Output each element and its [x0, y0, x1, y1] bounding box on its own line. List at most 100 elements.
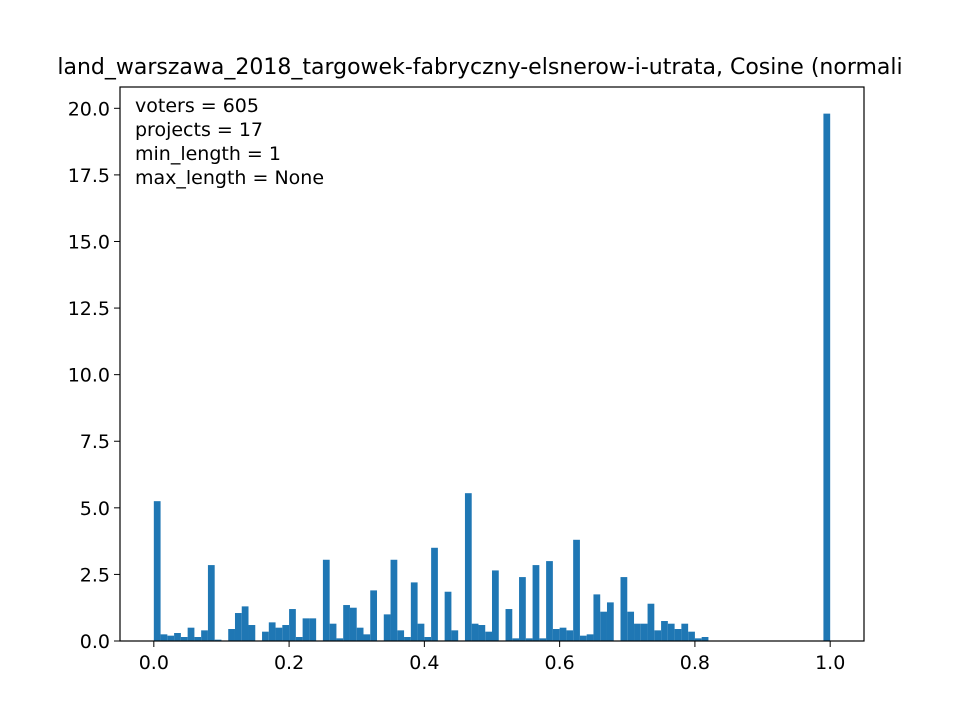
- histogram-bar: [492, 570, 499, 641]
- y-tick-label: 2.5: [80, 564, 110, 586]
- histogram-bar: [451, 630, 459, 641]
- histogram-bar: [620, 577, 628, 641]
- y-tick-label: 12.5: [68, 298, 110, 320]
- x-tick-label: 0.0: [139, 652, 169, 674]
- histogram-bar: [180, 637, 188, 641]
- histogram-bar: [417, 623, 425, 641]
- histogram-bar: [586, 634, 594, 641]
- histogram-bar: [546, 561, 553, 641]
- histogram-bar: [512, 638, 520, 641]
- histogram-bar: [390, 559, 398, 641]
- histogram-bar: [160, 634, 168, 641]
- histogram-bar: [228, 629, 235, 641]
- histogram-bar: [525, 638, 533, 641]
- histogram-bar: [559, 627, 567, 641]
- histogram-bar: [688, 631, 695, 641]
- histogram-bar: [627, 611, 635, 641]
- histogram-bar: [634, 623, 641, 641]
- histogram-bar: [464, 493, 472, 641]
- histogram-bar: [282, 625, 290, 641]
- histogram-bar: [681, 623, 689, 641]
- histogram-bar: [234, 613, 242, 641]
- histogram-bar: [397, 630, 405, 641]
- histogram-bar: [194, 637, 202, 641]
- histogram-bar: [505, 609, 513, 641]
- y-tick-label: 10.0: [68, 365, 110, 387]
- annotation-line: voters = 605: [135, 95, 259, 117]
- y-tick-label: 17.5: [68, 165, 110, 187]
- histogram-bar: [573, 539, 580, 641]
- x-axis: 0.0 0.2 0.4 0.6 0.8 1.0: [139, 641, 845, 674]
- bars-group: [153, 113, 831, 642]
- histogram-bar: [579, 635, 587, 641]
- histogram-bar: [478, 625, 486, 641]
- histogram-bar: [485, 631, 492, 641]
- histogram-bar: [370, 590, 378, 641]
- histogram-bar: [262, 631, 269, 641]
- histogram-bar: [343, 605, 350, 641]
- histogram-bar: [187, 627, 195, 641]
- x-tick-label: 0.6: [545, 652, 575, 674]
- histogram-bar: [539, 638, 547, 641]
- histogram-bar: [424, 637, 432, 641]
- annotation-line: projects = 17: [135, 119, 263, 141]
- x-tick-label: 1.0: [815, 652, 845, 674]
- histogram-bar: [566, 630, 574, 641]
- histogram-bar: [174, 633, 181, 641]
- histogram-bar: [471, 623, 479, 641]
- plot-frame: [119, 86, 865, 642]
- histogram-bar: [241, 606, 249, 642]
- histogram-bar: [661, 621, 668, 641]
- histogram-bar: [410, 582, 418, 641]
- annotation-line: max_length = None: [135, 167, 324, 189]
- histogram-bar: [701, 637, 709, 641]
- y-tick-label: 15.0: [68, 231, 110, 253]
- x-tick-label: 0.2: [274, 652, 304, 674]
- histogram-bar: [295, 637, 303, 641]
- histogram-bar: [167, 635, 175, 641]
- histogram-bar: [654, 630, 662, 641]
- y-tick-label: 7.5: [80, 431, 110, 453]
- histogram-bar: [289, 609, 296, 641]
- histogram-bar: [593, 594, 601, 641]
- histogram-bar: [201, 630, 208, 641]
- y-tick-label: 20.0: [68, 98, 110, 120]
- histogram-bar: [647, 603, 655, 641]
- histogram-bar: [302, 618, 310, 641]
- histogram-bar: [532, 565, 540, 641]
- histogram-bar: [363, 634, 371, 641]
- histogram-bar: [207, 565, 215, 641]
- annotation-line: min_length = 1: [135, 143, 281, 165]
- histogram-bar: [519, 577, 526, 641]
- histogram-bar: [640, 623, 648, 641]
- histogram-bar: [322, 559, 330, 641]
- histogram-bar: [309, 618, 317, 641]
- histogram-bar: [431, 547, 438, 641]
- histogram-bar: [383, 614, 391, 641]
- y-tick-label: 0.0: [80, 631, 110, 653]
- y-axis: 0.0 2.5 5.0 7.5 10.0 12.5 15.0 17.5 20.0: [68, 98, 120, 653]
- histogram-bar: [336, 638, 344, 641]
- histogram-bar: [275, 627, 283, 641]
- histogram-bar: [600, 611, 607, 641]
- histogram-bar: [268, 622, 276, 641]
- histogram-bar: [248, 625, 256, 641]
- x-tick-label: 0.4: [409, 652, 439, 674]
- histogram-bar: [404, 637, 411, 641]
- histogram-bar: [444, 591, 452, 641]
- histogram-bar: [823, 113, 831, 641]
- histogram-bar: [214, 639, 222, 641]
- histogram-bar: [606, 602, 614, 641]
- histogram-bar: [153, 501, 161, 641]
- histogram-bar: [674, 629, 682, 641]
- histogram-bar: [356, 627, 364, 641]
- histogram-bar: [349, 607, 357, 641]
- histogram-bar: [667, 623, 675, 641]
- histogram-bar: [329, 623, 337, 641]
- chart-title: land_warszawa_2018_targowek-fabryczny-el…: [57, 55, 902, 80]
- x-tick-label: 0.8: [680, 652, 710, 674]
- histogram-bar: [694, 638, 702, 641]
- histogram-bar: [552, 629, 560, 641]
